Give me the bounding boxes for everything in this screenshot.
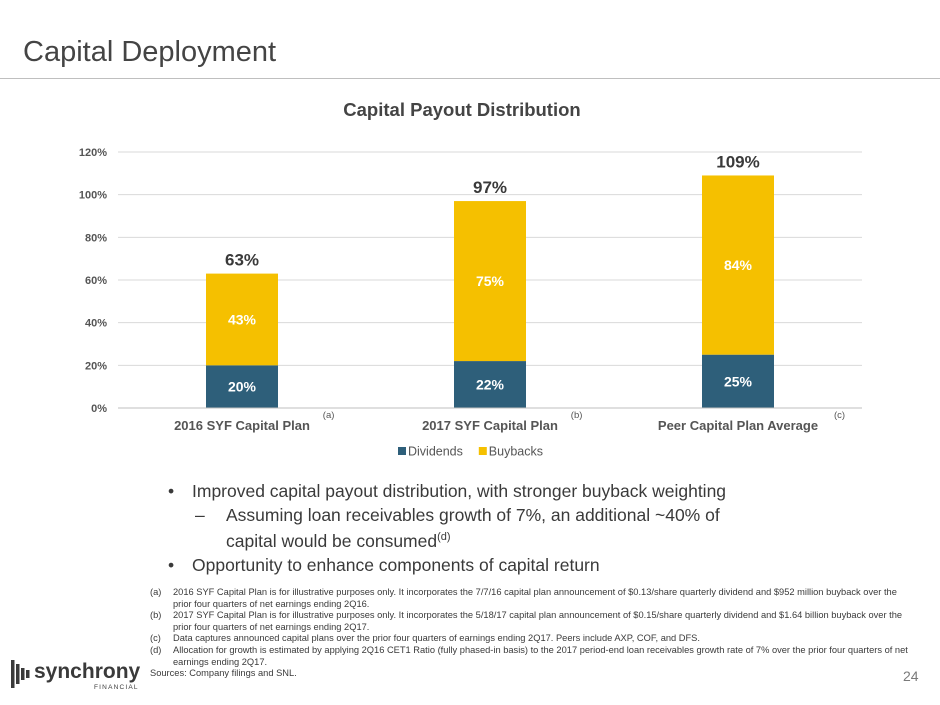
y-tick-label: 80% — [85, 232, 107, 244]
footnote-a: (a) 2016 SYF Capital Plan is for illustra… — [150, 587, 910, 610]
bar-total-label: 63% — [225, 251, 259, 270]
sources-note: Sources: Company filings and SNL. — [150, 668, 297, 679]
bar-data-label: 25% — [724, 373, 753, 389]
x-category-label: 2017 SYF Capital Plan — [422, 418, 558, 433]
footnote-ref-d: (d) — [437, 531, 451, 543]
x-category-label: 2016 SYF Capital Plan — [174, 418, 310, 433]
bar-buybacks — [702, 175, 774, 355]
capital-payout-chart: Capital Payout Distribution 0% 20% 40% 60% 80… — [79, 99, 862, 459]
y-tick-label: 120% — [79, 147, 107, 159]
synchrony-logo: synchrony FINANCIAL — [11, 660, 141, 691]
y-tick-label: 40% — [85, 318, 107, 330]
footnote-c: (c) Data captures announced capital plans… — [150, 633, 910, 645]
chart-title: Capital Payout Distribution — [343, 99, 580, 120]
bar-dividends — [454, 361, 526, 408]
title-divider — [0, 78, 940, 79]
footnote-text: 2016 SYF Capital Plan is for illustrativ… — [173, 587, 897, 609]
sub-bullet-line2: capital would be consumed — [226, 530, 438, 551]
page-title: Capital Deployment — [23, 36, 277, 68]
category-footnote-ref: (a) — [323, 410, 335, 421]
y-tick-label: 100% — [79, 190, 107, 202]
legend-swatch-dividends — [398, 447, 406, 455]
bar-data-label: 43% — [228, 311, 257, 327]
footnote-text: Data captures announced capital plans ov… — [173, 633, 700, 644]
logo-wordmark: synchrony — [34, 660, 141, 683]
bar-data-label: 20% — [228, 379, 257, 395]
bullet-item: Opportunity to enhance components of cap… — [168, 554, 768, 576]
sub-bullet-item: Assuming loan receivables growth of 7%, … — [168, 504, 768, 552]
bar-total-label: 109% — [716, 152, 759, 171]
page-number: 24 — [903, 668, 919, 684]
bar-buybacks — [206, 273, 278, 366]
logo-subtitle: FINANCIAL — [94, 684, 139, 691]
bar-dividends — [206, 365, 278, 408]
bar-buybacks — [454, 201, 526, 362]
legend-label: Buybacks — [489, 445, 543, 459]
footnote-letter: (d) — [150, 644, 162, 655]
bar-data-label: 75% — [476, 273, 505, 289]
bar-data-label: 22% — [476, 377, 505, 393]
y-tick-label: 60% — [85, 275, 107, 287]
category-footnote-ref: (b) — [571, 410, 583, 421]
x-category-label: Peer Capital Plan Average — [658, 418, 818, 433]
y-tick-label: 0% — [91, 403, 107, 415]
bullet-item: Improved capital payout distribution, wi… — [168, 480, 768, 502]
footnote-text: 2017 SYF Capital Plan is for illustrativ… — [173, 610, 903, 632]
legend-swatch-buybacks — [478, 447, 487, 455]
footnote-d: (d) Allocation for growth is estimated by… — [150, 645, 910, 668]
y-tick-label: 20% — [85, 360, 107, 372]
footnote-letter: (a) — [150, 587, 162, 597]
bar-total-label: 97% — [473, 178, 507, 197]
footnotes: (a) 2016 SYF Capital Plan is for illustra… — [150, 587, 910, 680]
bar-dividends — [702, 354, 774, 408]
synchrony-logo-icon — [11, 660, 30, 688]
footnote-letter: (b) — [150, 610, 162, 621]
sub-bullet-line1: Assuming loan receivables growth of 7%, … — [226, 505, 720, 525]
footnote-text: Allocation for growth is estimated by ap… — [173, 644, 908, 667]
footnote-letter: (c) — [150, 633, 161, 644]
category-footnote-ref: (c) — [834, 410, 845, 421]
legend-label: Dividends — [408, 445, 463, 459]
footnote-b: (b) 2017 SYF Capital Plan is for illustra… — [150, 610, 910, 633]
bar-data-label: 84% — [724, 257, 753, 273]
bullet-list: Improved capital payout distribution, wi… — [168, 480, 768, 578]
